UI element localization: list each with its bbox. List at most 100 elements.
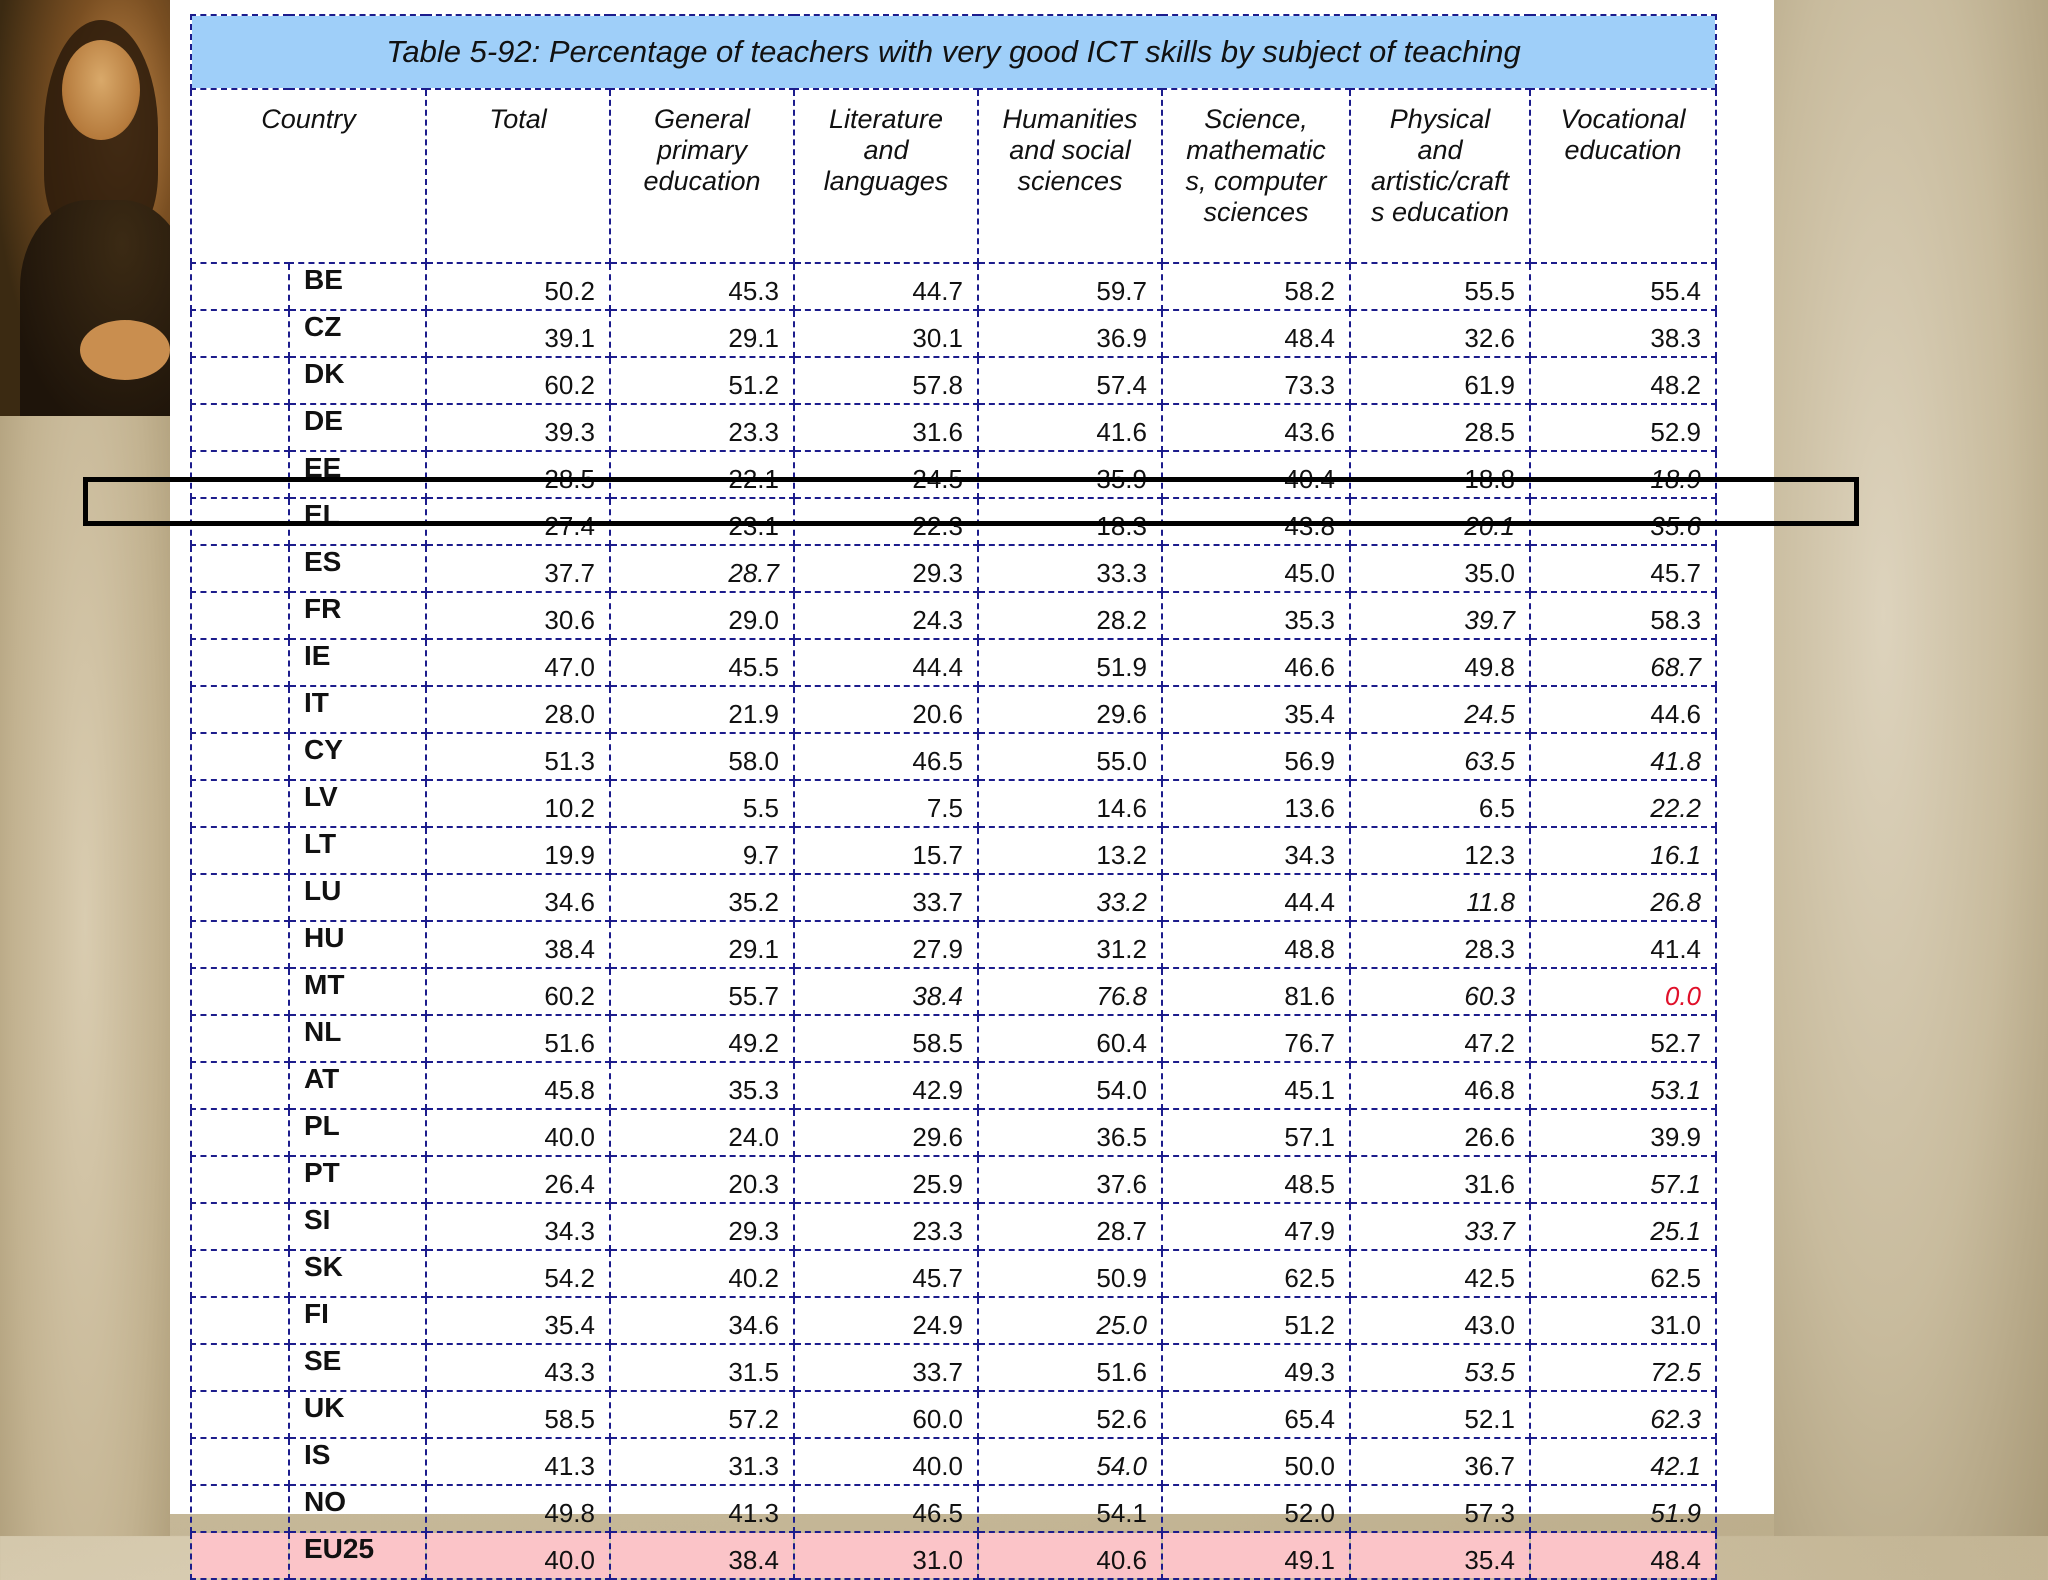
value-cell: 52.6 (977, 1390, 1163, 1439)
value-cell: 47.2 (1349, 1014, 1531, 1063)
value-cell: 51.9 (977, 638, 1163, 687)
value-cell: 28.3 (1349, 920, 1531, 969)
ict-skills-table: Table 5-92: Percentage of teachers with … (189, 14, 1718, 1580)
value-cell: 14.6 (977, 779, 1163, 828)
value-cell: 48.5 (1161, 1155, 1351, 1204)
value-cell: 62.5 (1528, 1249, 1718, 1298)
value-cell: 49.3 (1161, 1343, 1351, 1392)
value-cell: 43.8 (1161, 497, 1351, 546)
value-cell: 55.7 (609, 967, 795, 1016)
table-row: DK 60.2 51.2 57.8 57.4 73.3 61.9 48.2 (190, 356, 1718, 405)
table-row: EU25 40.0 38.4 31.0 40.6 49.1 35.4 48.4 (190, 1531, 1718, 1580)
value-cell: 52.9 (1528, 403, 1718, 452)
value-cell: 38.3 (1528, 309, 1718, 358)
country-code-cell: SI (288, 1202, 427, 1251)
value-cell: 51.9 (1528, 1484, 1718, 1533)
value-cell: 40.6 (977, 1531, 1163, 1580)
value-cell: 39.1 (425, 309, 611, 358)
value-cell: 53.5 (1349, 1343, 1531, 1392)
country-code-cell: ES (288, 544, 427, 593)
value-cell: 40.0 (425, 1108, 611, 1157)
value-cell: 9.7 (609, 826, 795, 875)
value-cell: 27.9 (793, 920, 979, 969)
parchment-background-right (1774, 0, 2048, 1536)
country-code-cell: HU (288, 920, 427, 969)
value-cell: 39.9 (1528, 1108, 1718, 1157)
value-cell: 45.3 (609, 262, 795, 311)
table-row: EL 27.4 23.1 22.3 18.3 43.8 20.1 35.6 (190, 497, 1718, 546)
value-cell: 28.0 (425, 685, 611, 734)
table-row: PL 40.0 24.0 29.6 36.5 57.1 26.6 39.9 (190, 1108, 1718, 1157)
value-cell: 76.7 (1161, 1014, 1351, 1063)
blank-cell (190, 1437, 290, 1486)
blank-cell (190, 356, 290, 405)
value-cell: 60.2 (425, 967, 611, 1016)
value-cell: 43.6 (1161, 403, 1351, 452)
table-row: IS 41.3 31.3 40.0 54.0 50.0 36.7 42.1 (190, 1437, 1718, 1486)
blank-cell (190, 450, 290, 499)
value-cell: 15.7 (793, 826, 979, 875)
column-header: Humanities and social sciences (977, 88, 1163, 264)
country-code-cell: PT (288, 1155, 427, 1204)
value-cell: 13.2 (977, 826, 1163, 875)
value-cell: 48.4 (1161, 309, 1351, 358)
value-cell: 38.4 (425, 920, 611, 969)
value-cell: 24.5 (793, 450, 979, 499)
column-header: General primary education (609, 88, 795, 264)
value-cell: 42.5 (1349, 1249, 1531, 1298)
value-cell: 33.7 (1349, 1202, 1531, 1251)
value-cell: 72.5 (1528, 1343, 1718, 1392)
value-cell: 45.7 (793, 1249, 979, 1298)
blank-cell (190, 1390, 290, 1439)
value-cell: 57.3 (1349, 1484, 1531, 1533)
value-cell: 24.9 (793, 1296, 979, 1345)
column-header: Total (425, 88, 611, 264)
value-cell: 37.7 (425, 544, 611, 593)
value-cell: 40.0 (425, 1531, 611, 1580)
table-row: PT 26.4 20.3 25.9 37.6 48.5 31.6 57.1 (190, 1155, 1718, 1204)
country-code-cell: SE (288, 1343, 427, 1392)
value-cell: 34.3 (1161, 826, 1351, 875)
country-code-cell: AT (288, 1061, 427, 1110)
blank-cell (190, 1484, 290, 1533)
value-cell: 33.3 (977, 544, 1163, 593)
table-row: IE 47.0 45.5 44.4 51.9 46.6 49.8 68.7 (190, 638, 1718, 687)
value-cell: 35.3 (1161, 591, 1351, 640)
country-code-cell: FI (288, 1296, 427, 1345)
blank-cell (190, 1249, 290, 1298)
blank-cell (190, 1202, 290, 1251)
value-cell: 29.6 (793, 1108, 979, 1157)
table-row: CY 51.3 58.0 46.5 55.0 56.9 63.5 41.8 (190, 732, 1718, 781)
value-cell: 42.1 (1528, 1437, 1718, 1486)
value-cell: 31.5 (609, 1343, 795, 1392)
value-cell: 44.4 (1161, 873, 1351, 922)
value-cell: 5.5 (609, 779, 795, 828)
value-cell: 44.7 (793, 262, 979, 311)
value-cell: 50.2 (425, 262, 611, 311)
blank-cell (190, 544, 290, 593)
table-row: NL 51.6 49.2 58.5 60.4 76.7 47.2 52.7 (190, 1014, 1718, 1063)
value-cell: 29.1 (609, 920, 795, 969)
country-code-cell: SK (288, 1249, 427, 1298)
country-code-cell: CZ (288, 309, 427, 358)
value-cell: 26.8 (1528, 873, 1718, 922)
value-cell: 63.5 (1349, 732, 1531, 781)
country-code-cell: EE (288, 450, 427, 499)
value-cell: 57.4 (977, 356, 1163, 405)
country-code-cell: EL (288, 497, 427, 546)
value-cell: 60.4 (977, 1014, 1163, 1063)
value-cell: 62.5 (1161, 1249, 1351, 1298)
value-cell: 20.1 (1349, 497, 1531, 546)
blank-cell (190, 1155, 290, 1204)
country-code-cell: BE (288, 262, 427, 311)
value-cell: 68.7 (1528, 638, 1718, 687)
table-body: BE 50.2 45.3 44.7 59.7 58.2 55.5 55.4 CZ 39.1 29.1… (190, 262, 1718, 1580)
value-cell: 46.6 (1161, 638, 1351, 687)
value-cell: 73.3 (1161, 356, 1351, 405)
value-cell: 24.3 (793, 591, 979, 640)
value-cell: 65.4 (1161, 1390, 1351, 1439)
column-header: Vocational education (1528, 88, 1718, 264)
value-cell: 51.2 (609, 356, 795, 405)
value-cell: 43.0 (1349, 1296, 1531, 1345)
value-cell: 20.3 (609, 1155, 795, 1204)
